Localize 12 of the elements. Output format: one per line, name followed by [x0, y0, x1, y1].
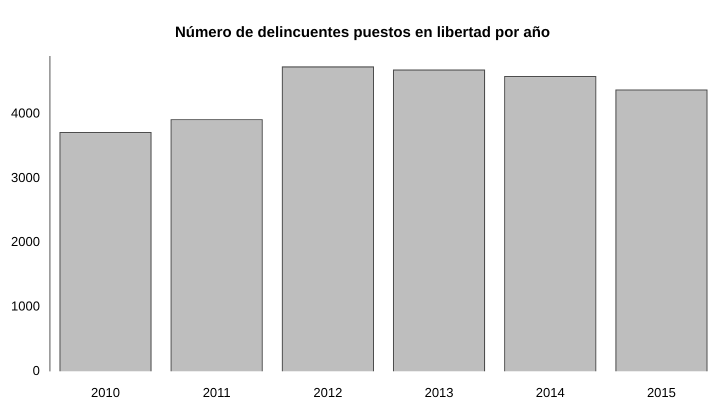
- x-tick-label: 2012: [313, 384, 342, 400]
- x-tick-label: 2015: [646, 384, 676, 400]
- y-tick-label: 3000: [11, 170, 40, 185]
- y-tick-label: 4000: [11, 106, 40, 121]
- y-tick-label: 0: [32, 362, 40, 378]
- y-tick-label: 2000: [11, 234, 40, 250]
- x-tick-label: 2011: [202, 384, 231, 400]
- x-tick-label: 2013: [424, 384, 454, 400]
- chart-title: Número de delincuentes puestos en libertad por año: [174, 24, 550, 42]
- x-tick-label: 2010: [91, 384, 120, 400]
- x-tick-label: 2014: [536, 384, 565, 400]
- y-tick-label: 1000: [11, 298, 40, 314]
